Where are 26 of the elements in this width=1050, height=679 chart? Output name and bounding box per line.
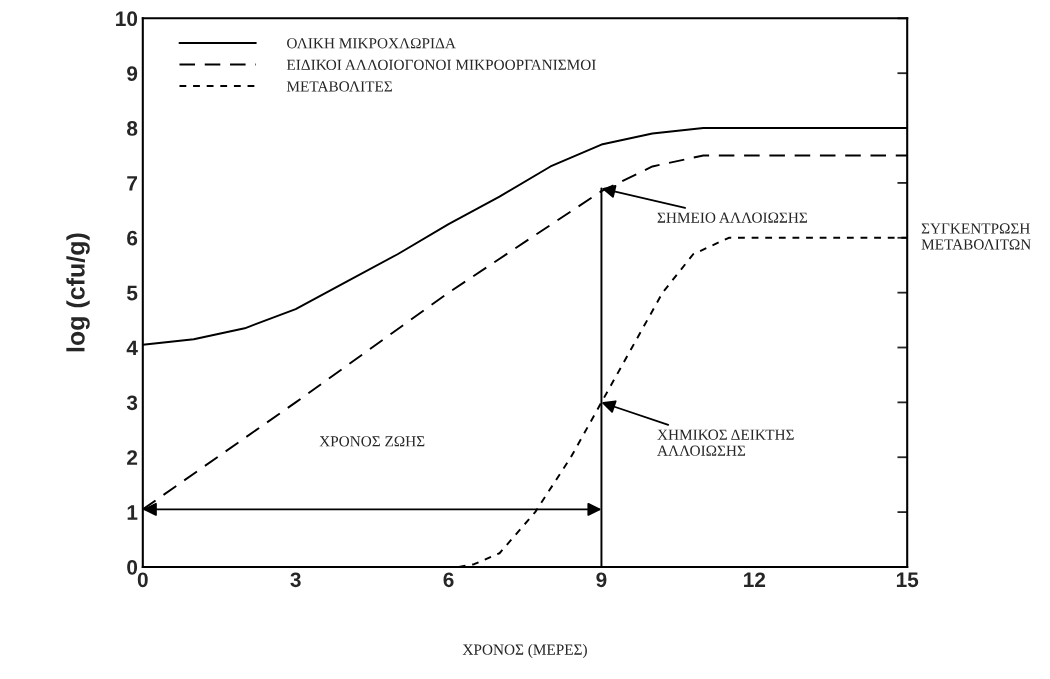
x-tick-label: 3 [290,572,301,588]
text: ΣΥΓΚΕΝΤΡΩΣΗ ΜΕΤΑΒΟΛΙΤΩΝ [921,223,1031,250]
y-tick-label: 1 [127,505,138,520]
annotation: ΣΗΜΕΙΟ ΑΛΛΟΙΩΣΗΣ [657,212,808,223]
x-tick-label: 6 [443,572,454,588]
x-axis-title: ΧΡΟΝΟΣ (ΜΕΡΕΣ) [462,644,587,658]
annotation: ΧΡΟΝΟΣ ΖΩΗΣ [319,436,425,447]
x-tick-label: 15 [896,572,919,588]
y-tick-label: 7 [127,176,138,191]
y-tick-label: 3 [126,395,138,411]
legend-label: ΕΙΔΙΚΟΙ ΑΛΛΟΙΟΓΟΝΟΙ ΜΙΚΡΟΟΡΓΑΝΙΣΜΟΙ [286,59,596,70]
annotation: ΧΗΜΙΚΟΣ ΔΕΙΚΤΗΣ ΑΛΛΟΙΩΣΗΣ [657,429,794,456]
y-axis-title: log (cfu/g) [66,233,90,352]
x-tick-label: 12 [744,572,766,587]
y-tick-label: 6 [127,230,138,246]
y-tick-label: 4 [126,340,138,356]
y-tick-label: 0 [127,559,138,575]
y-tick-label: 10 [116,11,138,27]
y-tick-label: 8 [127,121,138,136]
x-tick-label: 0 [137,572,148,588]
y-tick-label: 2 [127,450,138,465]
y-tick-label: 9 [127,66,138,81]
legend-label: ΜΕΤΑΒΟΛΙΤΕΣ [286,81,392,92]
x-tick-label: 9 [596,572,607,588]
legend-label: ΟΛΙΚΗ ΜΙΚΡΟΧΛΩΡΙΔΑ [287,38,456,49]
y-tick-label: 5 [126,285,138,301]
